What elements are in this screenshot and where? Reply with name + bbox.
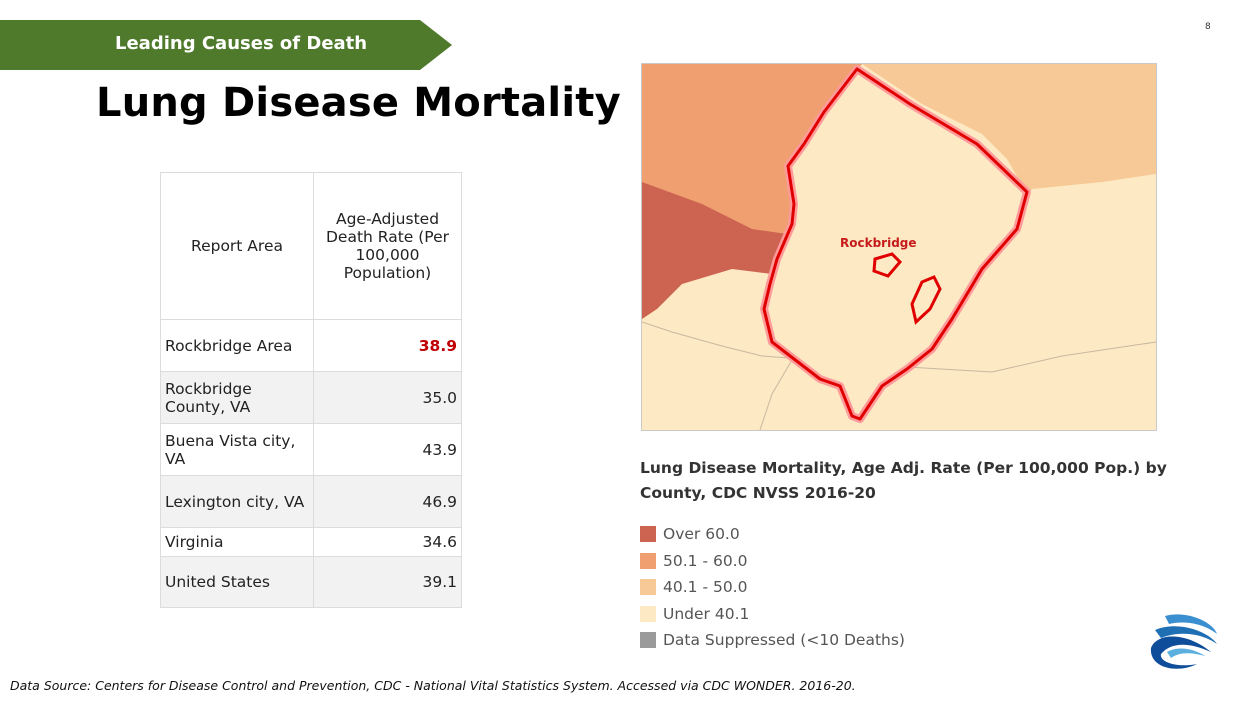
legend-swatch [640,552,656,569]
table-row: Rockbridge County, VA 35.0 [160,371,462,424]
legend-label: 40.1 - 50.0 [663,578,748,597]
row-area: Buena Vista city, VA [160,423,314,476]
row-rate: 43.9 [313,423,462,476]
row-rate: 35.0 [313,371,462,424]
legend-item: Data Suppressed (<10 Deaths) [640,627,905,654]
row-area: Virginia [160,527,314,557]
legend-item: Over 60.0 [640,521,905,548]
buena-vista-boundary [872,252,903,278]
page-title: Lung Disease Mortality [96,80,621,126]
legend-item: Under 40.1 [640,601,905,628]
row-area: Rockbridge Area [160,319,314,372]
legend-label: Data Suppressed (<10 Deaths) [663,631,905,650]
row-area: Lexington city, VA [160,475,314,528]
legend-item: 40.1 - 50.0 [640,574,905,601]
column-header-area: Report Area [160,172,314,320]
legend-item: 50.1 - 60.0 [640,548,905,575]
table-row: Virginia 34.6 [160,527,462,557]
row-rate: 46.9 [313,475,462,528]
table-row: Rockbridge Area 38.9 [160,319,462,372]
column-header-rate: Age-Adjusted Death Rate (Per 100,000 Pop… [313,172,462,320]
row-rate: 39.1 [313,556,462,608]
map-county-label: Rockbridge [840,236,917,250]
rockbridge-boundary [762,67,1029,421]
page-number: 8 [1205,22,1211,32]
table-row: Buena Vista city, VA 43.9 [160,423,462,476]
banner-label: Leading Causes of Death [115,33,368,54]
row-area: Rockbridge County, VA [160,371,314,424]
section-banner: Leading Causes of Death [0,20,452,70]
legend-swatch [640,632,656,649]
legend-swatch [640,526,656,543]
organization-logo-icon [1150,614,1217,669]
county-region-over-60 [642,182,787,319]
row-rate: 34.6 [313,527,462,557]
table-row: United States 39.1 [160,556,462,608]
row-area: United States [160,556,314,608]
boundary-line [759,359,793,430]
legend-label: Over 60.0 [663,525,740,544]
data-source-footer: Data Source: Centers for Disease Control… [10,678,856,693]
legend-swatch [640,605,656,622]
map-caption: Lung Disease Mortality, Age Adj. Rate (P… [640,459,1167,502]
county-region-40-50 [862,64,1156,194]
legend-label: 50.1 - 60.0 [663,551,748,570]
legend-swatch [640,579,656,596]
lexington-boundary [910,275,942,325]
row-rate: 38.9 [313,319,462,372]
table-row: Lexington city, VA 46.9 [160,475,462,528]
mortality-table: Report Area Age-Adjusted Death Rate (Per… [160,172,462,608]
county-map: Rockbridge [641,63,1157,431]
map-legend: Over 60.0 50.1 - 60.0 40.1 - 50.0 Under … [640,521,905,654]
legend-label: Under 40.1 [663,604,750,623]
